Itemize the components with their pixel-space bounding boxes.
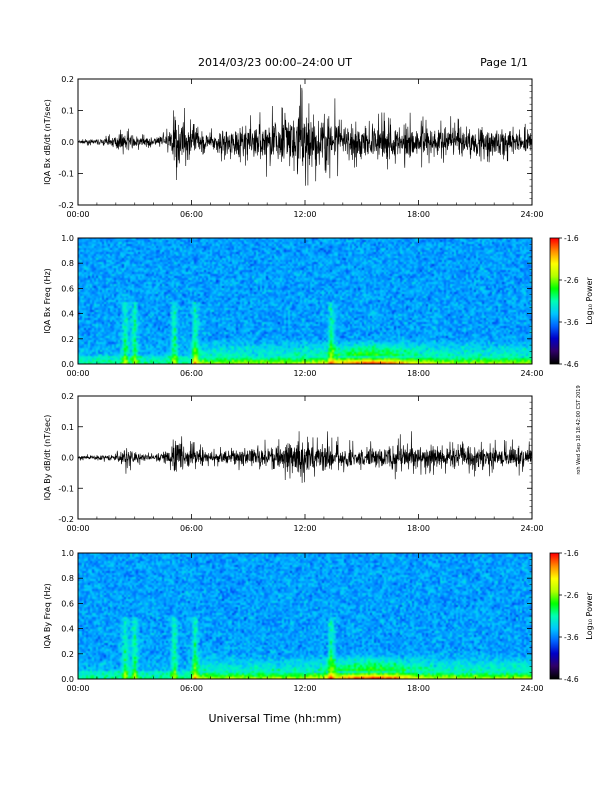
- panel2-y-tick-label: 0.8: [61, 259, 74, 268]
- panel2-colorbar-label: Log₁₀ Power: [585, 277, 594, 325]
- panel3-x-tick-label: 12:00: [293, 524, 316, 533]
- panel2-colorbar-tick-label: -4.6: [564, 360, 579, 369]
- panel2-x-tick-label: 06:00: [180, 369, 203, 378]
- panel4-y-tick-label: 0.0: [61, 675, 74, 684]
- panel1-y-tick-label: 0.2: [61, 75, 74, 84]
- panel3-y-tick-label: -0.2: [58, 515, 74, 524]
- panel2-colorbar-tick-label: -2.6: [564, 276, 579, 285]
- panel1-y-tick-label: 0.1: [61, 107, 74, 116]
- panel4-x-tick-label: 18:00: [407, 684, 430, 693]
- panel4-y-tick-label: 1.0: [61, 549, 74, 558]
- panel3-x-tick-label: 06:00: [180, 524, 203, 533]
- panel2-x-tick-label: 24:00: [520, 369, 543, 378]
- panel2-x-tick-label: 00:00: [66, 369, 89, 378]
- panel1-x-tick-label: 06:00: [180, 210, 203, 219]
- panel1-frame: [77, 78, 533, 206]
- panel4-colorbar-tick-label: -4.6: [564, 675, 579, 684]
- panel4-y-tick-label: 0.2: [61, 650, 74, 659]
- panel1-x-tick-label: 12:00: [293, 210, 316, 219]
- panel4-x-tick-label: 06:00: [180, 684, 203, 693]
- panel4-spectrogram: [78, 553, 532, 679]
- panel2-y-tick-label: 0.0: [61, 360, 74, 369]
- panel4-x-tick-label: 12:00: [293, 684, 316, 693]
- panel3-series-trace: [77, 431, 533, 483]
- panel2-colorbar: [550, 238, 559, 364]
- panel4-colorbar-frame: [549, 552, 560, 680]
- panel1-x-tick-label: 24:00: [520, 210, 543, 219]
- panel4-frame: [77, 552, 533, 680]
- panel1-x-tick-label: 18:00: [407, 210, 430, 219]
- panel1-y-tick-label: -0.1: [58, 170, 74, 179]
- panel2-y-tick-label: 0.2: [61, 335, 74, 344]
- panel4-colorbar-label: Log₁₀ Power: [585, 592, 594, 640]
- panel3-y-axis-label: IQA By dB/dt (nT/sec): [43, 415, 52, 501]
- panel2-colorbar-tick-label: -1.6: [564, 234, 579, 243]
- panel2-frame: [77, 237, 533, 365]
- panel2-x-tick-label: 12:00: [293, 369, 316, 378]
- panel1-y-tick-label: 0.0: [61, 138, 74, 147]
- page-label: Page 1/1: [480, 56, 528, 69]
- panel2-y-axis-label: IQA Bx Freq (Hz): [43, 268, 52, 334]
- panel3-y-tick-label: 0.1: [61, 423, 74, 432]
- panel4-colorbar: [550, 553, 559, 679]
- panel4-x-tick-label: 00:00: [66, 684, 89, 693]
- timestamp-stamp: roh Wed Sep 18 18:42:00 CST 2019: [576, 385, 582, 474]
- panel2-y-tick-label: 0.6: [61, 284, 74, 293]
- panel3-x-tick-label: 18:00: [407, 524, 430, 533]
- panel3-y-tick-label: 0.0: [61, 454, 74, 463]
- panel1-series-trace: [77, 84, 533, 186]
- panel4-y-tick-label: 0.8: [61, 574, 74, 583]
- panel4-colorbar-tick-label: -3.6: [564, 633, 579, 642]
- x-axis-label: Universal Time (hh:mm): [209, 712, 342, 725]
- panel4-y-tick-label: 0.4: [61, 625, 74, 634]
- panel3-y-tick-label: 0.2: [61, 392, 74, 401]
- panel3-y-tick-label: -0.1: [58, 484, 74, 493]
- panel3-x-tick-label: 00:00: [66, 524, 89, 533]
- panel2-colorbar-frame: [549, 237, 560, 365]
- panel1-x-tick-label: 00:00: [66, 210, 89, 219]
- panel4-colorbar-tick-label: -1.6: [564, 549, 579, 558]
- panel2-y-tick-label: 0.4: [61, 310, 74, 319]
- panel3-frame: [77, 395, 533, 520]
- panel4-colorbar-tick-label: -2.6: [564, 591, 579, 600]
- panel4-y-tick-label: 0.6: [61, 599, 74, 608]
- panel1-y-axis-label: IQA Bx dB/dt (nT/sec): [43, 99, 52, 185]
- panel2-x-tick-label: 18:00: [407, 369, 430, 378]
- panel2-y-tick-label: 1.0: [61, 234, 74, 243]
- panel2-spectrogram: [78, 238, 532, 364]
- panel3-x-tick-label: 24:00: [520, 524, 543, 533]
- plot-title: 2014/03/23 00:00–24:00 UT: [198, 56, 352, 69]
- panel4-x-tick-label: 24:00: [520, 684, 543, 693]
- panel4-y-axis-label: IQA By Freq (Hz): [43, 583, 52, 649]
- panels: 00:00 06:00 12:00 18:00 24:00 0.2 0.1 0.0 -0.1 -0…: [43, 75, 594, 693]
- panel2-colorbar-tick-label: -3.6: [564, 318, 579, 327]
- panel1-y-tick-label: -0.2: [58, 201, 74, 210]
